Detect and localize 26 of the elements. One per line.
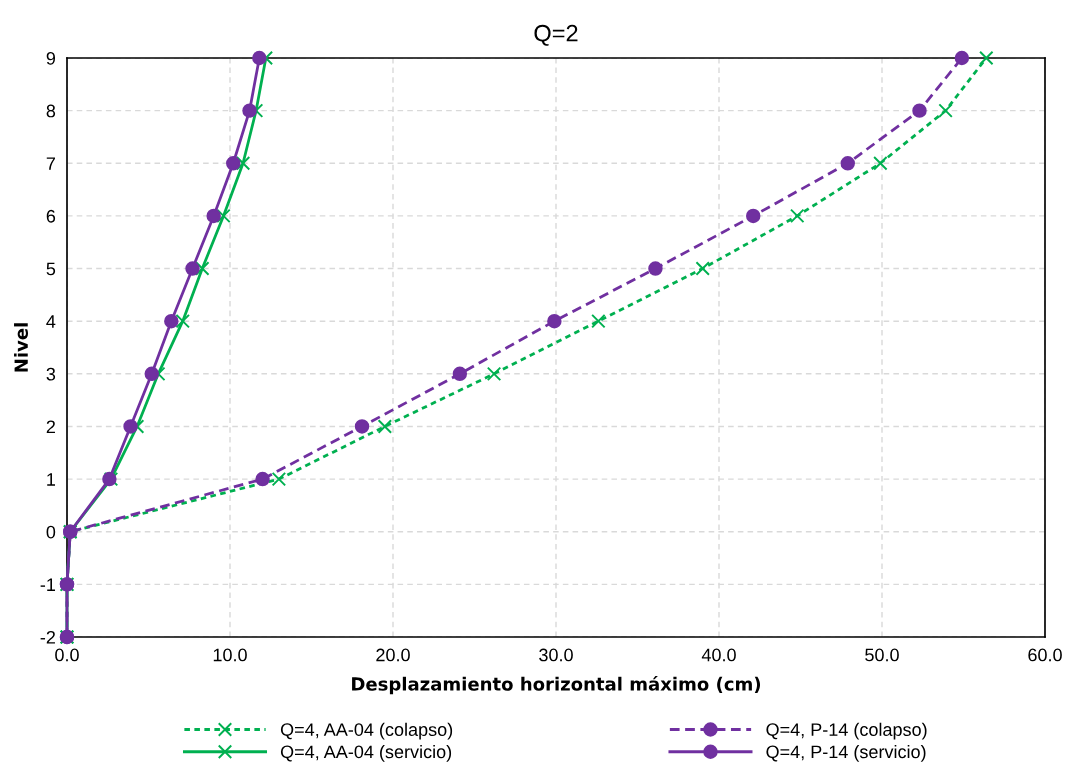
y-tick-label: 4 — [46, 315, 56, 328]
y-tick-label: 7 — [46, 157, 55, 170]
x-tick-label: 10.0 — [213, 648, 247, 662]
x-tick-label: 20.0 — [376, 648, 410, 662]
x-tick-label: 40.0 — [701, 648, 736, 662]
legend-label: Q=4, P-14 (colapso) — [766, 722, 927, 740]
legend-label: Q=4, AA-04 (servicio) — [280, 744, 452, 762]
x-tick-label: 30.0 — [539, 648, 573, 662]
x-tick-label: 60.0 — [1028, 648, 1062, 662]
chart-title: Q=2 — [534, 24, 578, 46]
y-tick-label: 6 — [46, 209, 56, 223]
y-tick-label: 0 — [46, 525, 56, 539]
y-tick-label: 5 — [46, 262, 56, 276]
y-tick-label: 2 — [46, 420, 55, 433]
legend-label: Q=4, AA-04 (colapso) — [280, 722, 453, 740]
x-tick-label: 0.0 — [55, 648, 79, 662]
y-tick-label: -2 — [40, 630, 55, 644]
y-tick-label: 8 — [46, 104, 56, 118]
x-axis-title: Desplazamiento horizontal máximo (cm) — [352, 676, 761, 695]
legend-label: Q=4, P-14 (servicio) — [766, 744, 926, 762]
y-tick-label: 1 — [47, 473, 56, 486]
y-tick-label: 3 — [46, 367, 56, 381]
y-tick-label: -1 — [40, 578, 56, 591]
x-tick-label: 50.0 — [865, 648, 899, 662]
y-axis-title: Nivel — [14, 323, 28, 372]
y-tick-label: 9 — [46, 51, 56, 65]
